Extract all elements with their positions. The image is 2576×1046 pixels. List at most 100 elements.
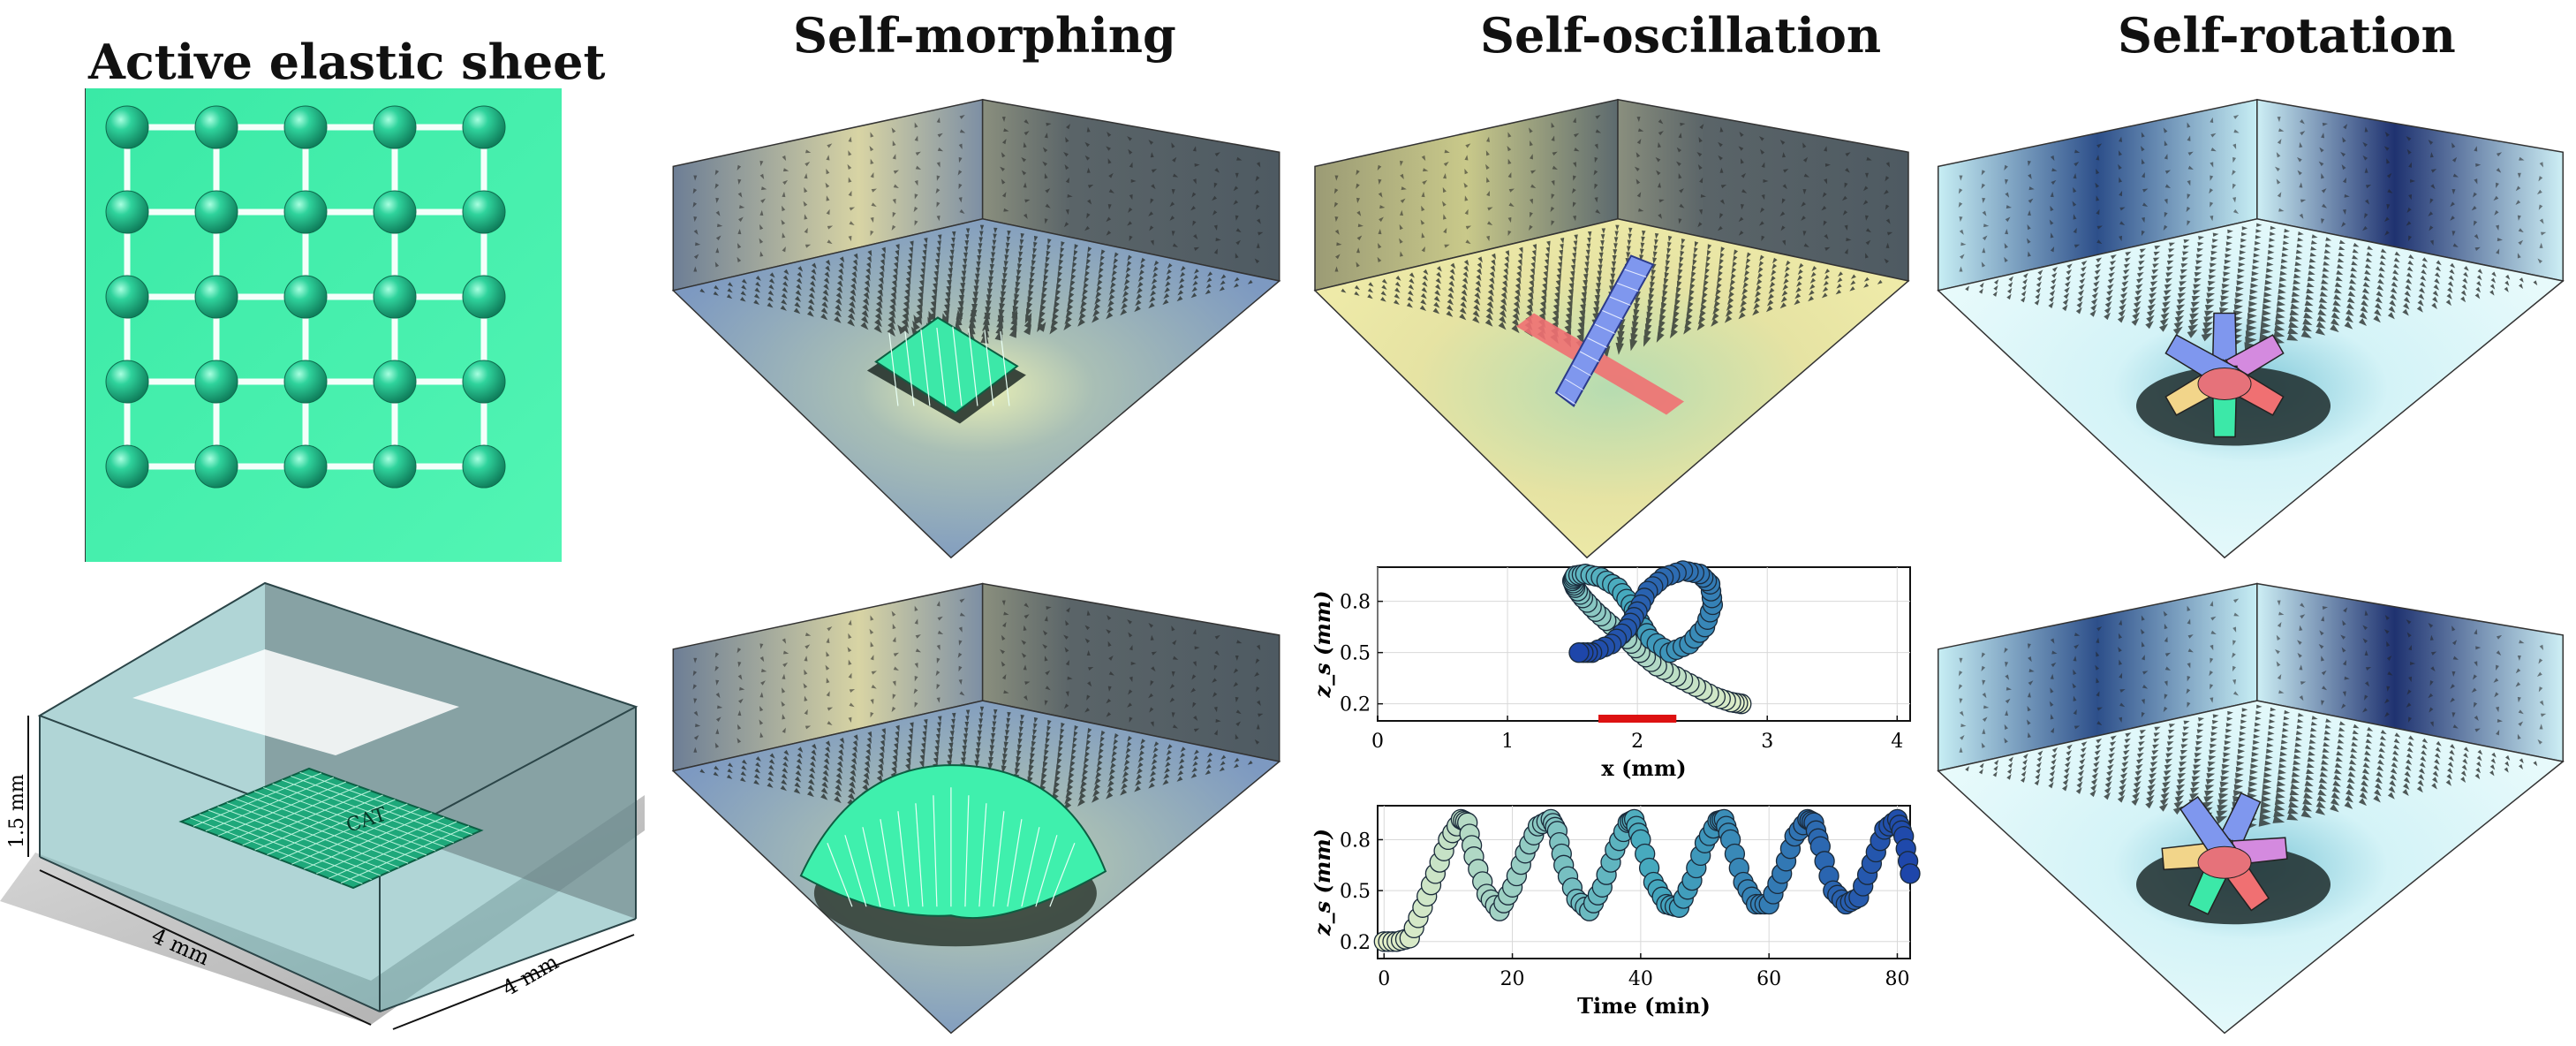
flow-arrow [1046,725,1051,732]
flow-arrow [921,742,926,750]
wall-arrow [2299,664,2303,671]
wall-arrow [1213,248,1218,254]
flow-arrow [1148,302,1155,309]
wall-arrow [1635,152,1641,158]
wall-arrow [1356,183,1360,189]
flow-arrow [782,281,789,287]
flow-arrow [1586,243,1591,250]
floor-plane [1313,218,1910,559]
flow-arrow [1137,756,1144,763]
flow-arrow [1757,267,1764,274]
flow-arrow [865,268,872,276]
wall-arrow [2050,232,2054,239]
flow-arrow [2349,273,2357,278]
wall-arrow [2450,216,2455,221]
wall-arrow [2429,198,2434,204]
flow-arrow [2183,720,2190,725]
wall-arrow [2452,243,2459,247]
flow-arrow [1515,289,1521,297]
flow-arrow [2109,747,2116,753]
flow-arrow [2195,747,2202,752]
wall-arrow [2209,671,2214,677]
wall-arrow [2187,122,2191,128]
wall-arrow [781,701,786,707]
wall-arrow [893,652,899,657]
wall-arrow [2387,189,2393,193]
wall-arrow [2474,178,2478,185]
flow-arrow [2380,254,2387,260]
wall-arrow [1001,634,1006,640]
flow-arrow [2225,728,2232,733]
flow-arrow [820,787,828,795]
wall-arrow [2386,656,2392,661]
wall-arrow [1400,160,1403,167]
flow-arrow [1752,308,1760,316]
wall-arrow [2384,712,2390,717]
wall-arrow [893,170,899,174]
flow-arrow [919,760,925,769]
flow-arrow [848,787,856,795]
flow-arrow [924,718,928,725]
lattice-bead [283,105,328,149]
flow-arrow [2280,745,2288,751]
dome-mesh-line [993,811,1005,907]
flow-arrow [1738,312,1746,320]
flow-arrow [979,231,984,237]
flow-arrow [847,319,855,327]
wall-arrow [1738,231,1744,236]
wall-arrow [2300,603,2305,608]
flow-arrow [2255,229,2262,233]
wall-arrow [1235,733,1239,740]
flow-arrow [2247,307,2258,314]
flow-arrow [2421,744,2428,750]
flow-arrow [2223,752,2231,758]
wall-arrow [1530,198,1533,205]
wall-arrow [2362,225,2368,231]
flow-arrow [836,767,843,774]
flow-arrow [794,782,801,789]
flow-arrow [781,292,788,299]
wall-arrow [1042,630,1048,636]
flow-arrow [2036,281,2042,288]
flow-arrow [1433,296,1440,302]
wall-arrow [2321,616,2325,622]
wall-arrow [1106,629,1112,634]
flow-arrow [1714,294,1721,303]
flow-arrow [2353,242,2360,247]
flow-arrow [2435,266,2442,272]
wall-arrow [870,132,874,138]
wall-arrow [1960,242,1967,246]
flow-arrow [2274,798,2285,806]
wall-arrow [1356,262,1360,268]
flow-arrow [2277,780,2286,787]
flow-arrow [2252,746,2260,751]
flow-arrow [1490,265,1496,272]
x-tick-label: 20 [1500,968,1525,990]
wall-arrow [1045,670,1051,676]
flow-arrow [2291,777,2300,784]
flow-arrow [850,763,857,771]
wall-arrow [1981,170,1986,176]
flow-arrow [2179,750,2188,755]
glass-box-back-wall [265,583,636,919]
wall-arrow [1841,195,1847,201]
flow-arrow [2208,275,2217,280]
flow-arrow [2277,300,2286,307]
trajectory-chart-panel: 0 1 2 3 4 0.2 0.5 0.8 x (mm) z_s (mm) [1307,552,1925,791]
flow-arrow [1082,769,1088,777]
wall-arrow [1255,176,1260,182]
strip-mesh-line [1594,323,1615,334]
wall-arrow [1464,195,1469,201]
flow-arrow [2204,791,2214,797]
flow-arrow [1122,291,1129,298]
flow-arrow [2198,236,2205,240]
flow-arrow [986,294,993,303]
flow-arrow [2388,785,2396,793]
flow-arrow [2533,761,2538,767]
wall-arrow [2164,666,2172,671]
wall-arrow [2187,634,2194,639]
flow-arrow [1596,277,1602,284]
flow-arrow [2237,748,2246,754]
wall-arrow [804,656,808,662]
wall-arrow [2410,662,2416,665]
